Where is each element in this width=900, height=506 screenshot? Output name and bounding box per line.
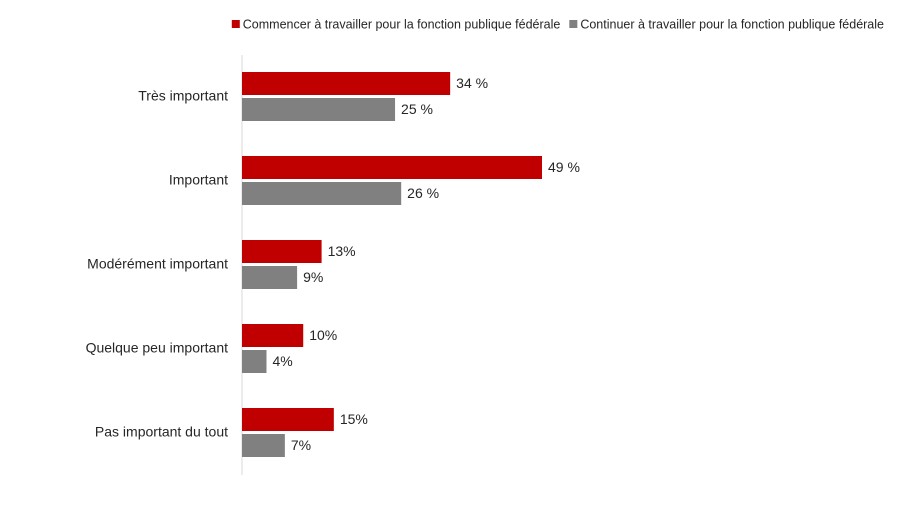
category-label: Important — [169, 172, 228, 188]
legend-swatch — [231, 20, 240, 28]
value-label: 4% — [272, 353, 292, 369]
value-label: 9% — [303, 269, 323, 285]
value-label: 13% — [328, 243, 356, 259]
category-label: Modérément important — [87, 256, 228, 272]
bar — [242, 156, 542, 179]
bar — [242, 266, 298, 289]
value-label: 26 % — [407, 185, 439, 201]
value-label: 49 % — [548, 159, 580, 175]
value-label: 25 % — [401, 101, 433, 117]
bar — [242, 182, 402, 205]
legend-label: Commencer à travailler pour la fonction … — [243, 17, 561, 31]
bar — [242, 350, 267, 373]
category-label: Quelque peu important — [86, 340, 229, 356]
value-label: 10% — [309, 327, 337, 343]
bar — [242, 98, 396, 121]
bar — [242, 240, 322, 263]
value-label: 7% — [291, 437, 311, 453]
bar — [242, 72, 451, 95]
value-label: 15% — [340, 411, 368, 427]
value-label: 34 % — [456, 75, 488, 91]
legend-label: Continuer à travailler pour la fonction … — [580, 17, 884, 31]
category-label: Très important — [138, 88, 228, 104]
bar — [242, 324, 304, 347]
legend-swatch — [569, 20, 578, 28]
bar — [242, 408, 334, 431]
bar — [242, 434, 285, 457]
category-label: Pas important du tout — [95, 424, 228, 440]
